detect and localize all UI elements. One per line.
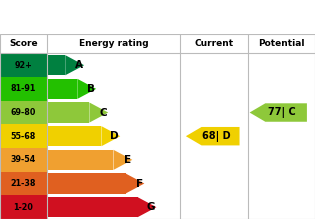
Text: 69-80: 69-80 [11,108,36,117]
Text: A: A [75,60,83,70]
Text: 1-20: 1-20 [13,203,33,212]
Polygon shape [77,79,96,99]
Text: Potential: Potential [258,39,305,48]
Bar [0,124,47,148]
Polygon shape [89,102,108,123]
Bar [47,126,101,146]
Bar [47,55,65,75]
Bar [47,197,138,217]
Polygon shape [113,150,132,170]
Text: F: F [136,178,143,189]
Text: 39-54: 39-54 [11,155,36,164]
Bar [0,148,47,172]
Polygon shape [138,197,156,217]
Bar [47,102,89,123]
Bar [0,53,47,77]
Text: 81-91: 81-91 [11,84,36,93]
Text: Energy rating: Energy rating [79,39,148,48]
Bar [0,101,47,124]
Bar [47,173,125,194]
Polygon shape [125,173,144,194]
Bar [0,77,47,101]
Text: Energy Efficiency Rating: Energy Efficiency Rating [8,11,191,23]
Text: 92+: 92+ [14,61,32,70]
Bar [0,195,47,219]
Text: 68| D: 68| D [202,131,231,142]
Text: Current: Current [194,39,234,48]
Bar [0,172,47,195]
Polygon shape [186,127,239,145]
Text: Score: Score [9,39,37,48]
Text: 77| C: 77| C [268,107,296,118]
Text: B: B [87,84,95,94]
Bar [47,79,77,99]
Polygon shape [249,103,307,122]
Text: C: C [99,108,107,118]
Polygon shape [65,55,84,75]
Text: D: D [110,131,119,141]
Text: G: G [147,202,155,212]
Text: 55-68: 55-68 [11,132,36,141]
Text: E: E [124,155,131,165]
Bar [47,150,113,170]
Polygon shape [101,126,120,146]
Text: 21-38: 21-38 [11,179,36,188]
